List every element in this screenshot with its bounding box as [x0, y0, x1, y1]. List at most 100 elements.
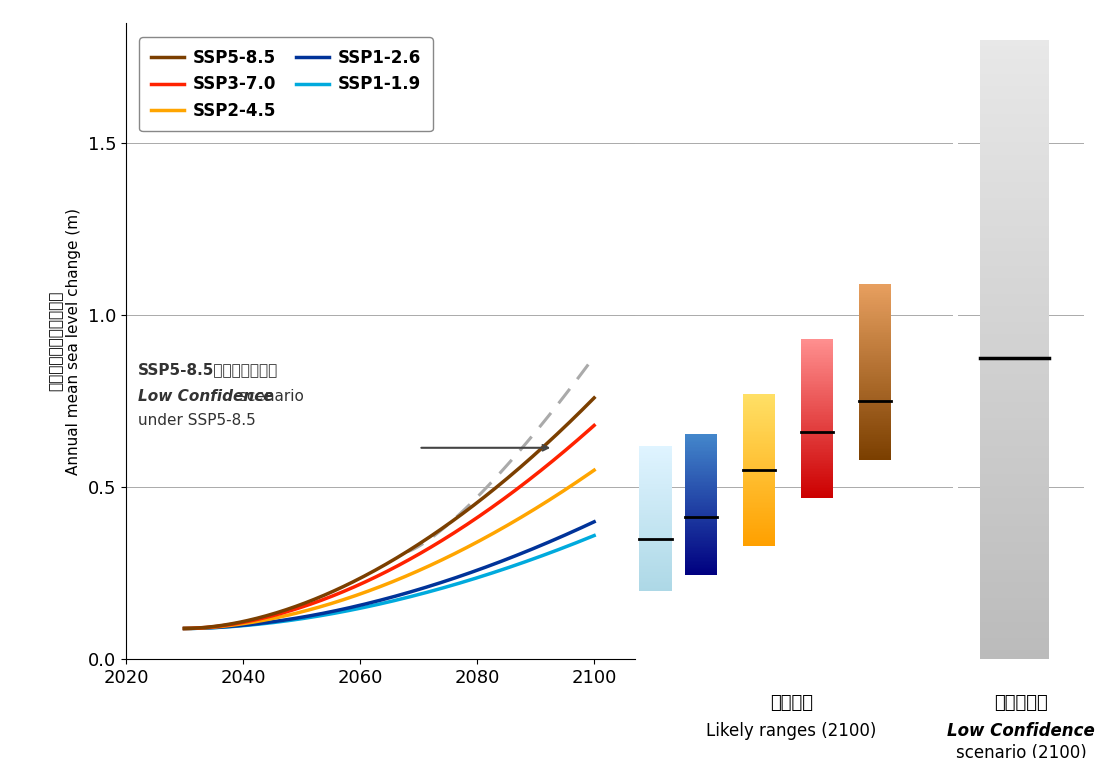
Bar	[684, 453, 717, 454]
Bar	[800, 340, 833, 341]
Bar	[980, 251, 1049, 254]
Bar	[858, 388, 891, 390]
Bar	[742, 447, 775, 449]
Bar	[800, 420, 833, 421]
Bar	[742, 432, 775, 434]
Bar	[980, 644, 1049, 647]
Bar	[639, 547, 671, 549]
Bar	[684, 522, 717, 523]
Bar	[858, 435, 891, 437]
SSP3-7.0	[523, 475, 537, 484]
Bar	[858, 455, 891, 456]
Bar	[858, 332, 891, 334]
Bar	[684, 487, 717, 489]
Bar	[639, 484, 671, 485]
Bar	[684, 503, 717, 505]
Bar	[800, 472, 833, 474]
Bar	[980, 551, 1049, 554]
Bar	[858, 339, 891, 340]
Bar	[639, 471, 671, 472]
Line: SSP5-8.5: SSP5-8.5	[184, 398, 595, 628]
Bar	[742, 481, 775, 482]
Bar	[858, 449, 891, 451]
Bar	[980, 74, 1049, 77]
Bar	[980, 201, 1049, 204]
Bar	[800, 452, 833, 453]
Bar	[800, 379, 833, 381]
Bar	[980, 275, 1049, 278]
Bar	[980, 217, 1049, 220]
Bar	[858, 312, 891, 314]
Bar	[800, 415, 833, 417]
Bar	[980, 384, 1049, 387]
Bar	[742, 475, 775, 476]
Bar	[980, 322, 1049, 325]
Bar	[639, 531, 671, 533]
Bar	[684, 495, 717, 496]
Bar	[639, 563, 671, 565]
Bar	[742, 532, 775, 534]
Bar	[858, 442, 891, 444]
Bar	[800, 384, 833, 385]
Bar	[858, 368, 891, 371]
Bar	[800, 374, 833, 376]
Bar	[858, 307, 891, 309]
Bar	[742, 535, 775, 537]
Bar	[639, 520, 671, 522]
Bar	[980, 526, 1049, 529]
Bar	[980, 161, 1049, 164]
Bar	[684, 572, 717, 574]
Bar	[980, 421, 1049, 424]
Bar	[800, 468, 833, 469]
Bar	[684, 471, 717, 472]
Bar	[980, 285, 1049, 288]
Bar	[980, 241, 1049, 244]
Bar	[858, 335, 891, 337]
Bar	[858, 430, 891, 432]
Bar	[639, 479, 671, 481]
Bar	[858, 386, 891, 388]
Bar	[742, 415, 775, 417]
Bar	[980, 387, 1049, 390]
Bar	[800, 385, 833, 387]
Bar	[980, 61, 1049, 64]
Bar	[684, 565, 717, 567]
Bar	[980, 328, 1049, 331]
SSP2-4.5	[550, 491, 563, 500]
SSP2-4.5	[588, 465, 601, 475]
Bar	[684, 440, 717, 441]
Bar	[858, 391, 891, 393]
Bar	[742, 473, 775, 475]
Bar	[639, 575, 671, 576]
Bar	[639, 586, 671, 587]
Bar	[800, 474, 833, 475]
Bar	[800, 414, 833, 415]
Bar	[980, 124, 1049, 127]
Bar	[639, 509, 671, 511]
SSP1-2.6	[588, 517, 601, 526]
Bar	[980, 591, 1049, 594]
Bar	[980, 492, 1049, 495]
Bar	[980, 440, 1049, 443]
Bar	[980, 226, 1049, 229]
Bar	[800, 363, 833, 365]
Bar	[980, 235, 1049, 238]
Bar	[800, 360, 833, 362]
Bar	[980, 474, 1049, 477]
SSP5-8.5	[177, 624, 191, 633]
Bar	[800, 466, 833, 468]
Bar	[639, 459, 671, 461]
Bar	[800, 463, 833, 465]
Bar	[800, 439, 833, 440]
Bar	[742, 491, 775, 493]
Bar	[800, 442, 833, 444]
Bar	[980, 514, 1049, 517]
Bar	[980, 306, 1049, 309]
Bar	[684, 516, 717, 517]
Bar	[742, 459, 775, 461]
Bar	[858, 412, 891, 414]
Bar	[639, 552, 671, 553]
Bar	[800, 477, 833, 479]
Bar	[980, 631, 1049, 634]
Bar	[858, 372, 891, 374]
